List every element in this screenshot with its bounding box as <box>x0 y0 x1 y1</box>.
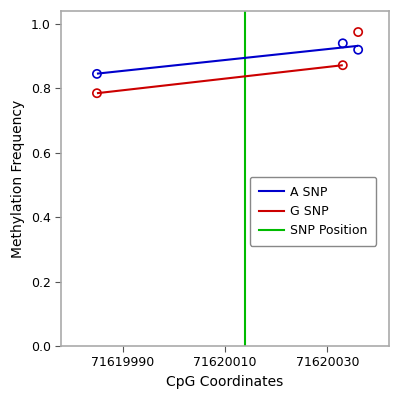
Point <box>340 40 346 46</box>
Y-axis label: Methylation Frequency: Methylation Frequency <box>11 99 25 258</box>
Point <box>94 71 100 77</box>
Point <box>355 46 361 53</box>
Legend: A SNP, G SNP, SNP Position: A SNP, G SNP, SNP Position <box>250 177 376 246</box>
Point <box>355 29 361 35</box>
Point <box>94 90 100 96</box>
Point <box>340 62 346 68</box>
X-axis label: CpG Coordinates: CpG Coordinates <box>166 375 284 389</box>
